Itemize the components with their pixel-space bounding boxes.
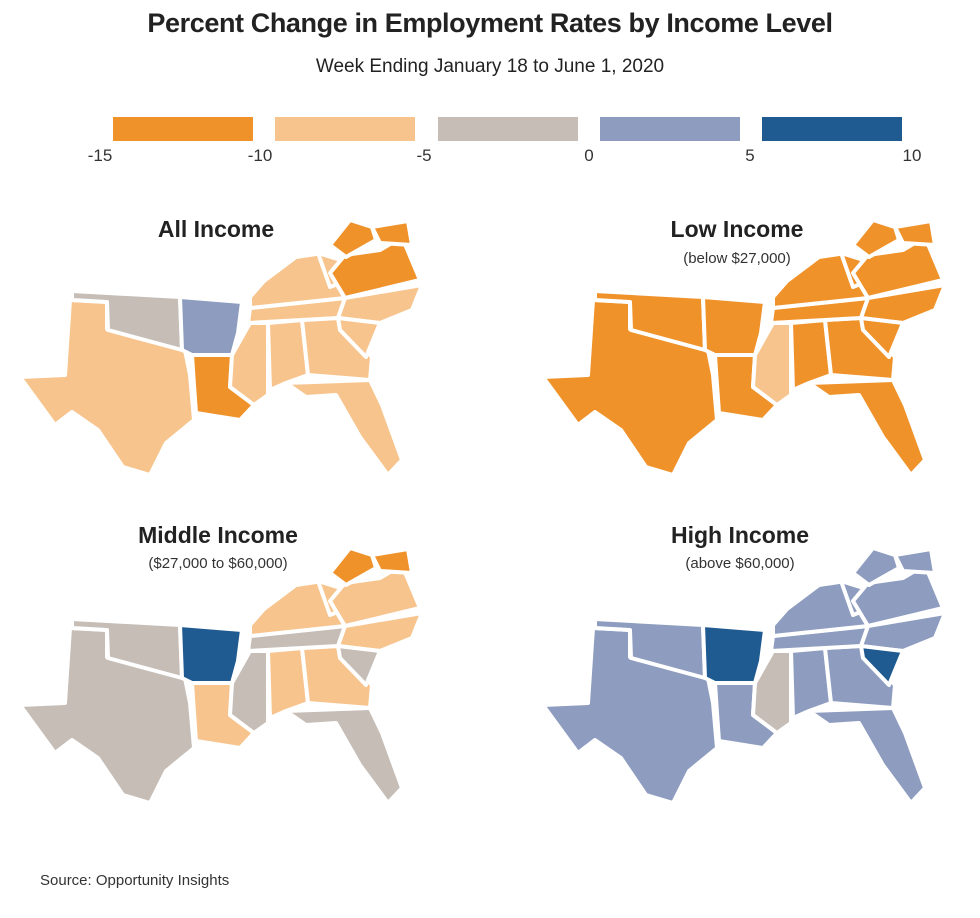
map-high-income: [541, 546, 947, 805]
legend-tick-label: 0: [584, 146, 594, 165]
state-ar: [701, 623, 767, 685]
map-low-income: [541, 218, 947, 477]
state-de: [893, 219, 937, 247]
state-de: [370, 219, 414, 247]
legend-tick-label: -10: [247, 146, 273, 165]
state-sc: [336, 644, 382, 687]
state-fl: [807, 378, 927, 477]
map-middle-income: [18, 546, 424, 805]
state-ar: [701, 295, 767, 357]
chart-title: Percent Change in Employment Rates by In…: [147, 8, 833, 38]
legend-bin-2: [275, 117, 415, 141]
state-de: [893, 547, 937, 575]
panel-title-middle-income: Middle Income: [138, 522, 298, 548]
map-all-income: [18, 218, 424, 477]
color-legend: -15 -10 -5 0 5 10: [0, 0, 980, 180]
state-sc: [859, 316, 905, 359]
panel-subtitle-high-income: (above $60,000): [685, 555, 795, 572]
legend-bin-3: [438, 117, 578, 141]
legend-tick-label: 10: [902, 146, 922, 165]
state-fl: [284, 378, 404, 477]
state-sc: [336, 316, 382, 359]
panel-subtitle-middle-income: ($27,000 to $60,000): [148, 555, 288, 572]
state-ar: [178, 295, 244, 357]
legend-tick-label: -15: [87, 146, 113, 165]
legend-bin-5: [762, 117, 902, 141]
state-sc: [859, 644, 905, 687]
panel-title-all-income: All Income: [157, 216, 275, 242]
panel-title-low-income: Low Income: [670, 216, 804, 242]
panel-subtitle-low-income: (below $27,000): [683, 250, 791, 267]
chart-subtitle: Week Ending January 18 to June 1, 2020: [315, 56, 665, 77]
legend-bin-1: [113, 117, 253, 141]
state-fl: [807, 706, 927, 805]
panel-title-high-income: High Income: [670, 522, 809, 548]
state-fl: [284, 706, 404, 805]
state-ar: [178, 623, 244, 685]
legend-bin-4: [600, 117, 740, 141]
source-note: Source: Opportunity Insights: [40, 872, 230, 889]
state-de: [370, 547, 414, 575]
legend-tick-label: 5: [745, 146, 755, 165]
legend-tick-label: -5: [416, 146, 432, 165]
